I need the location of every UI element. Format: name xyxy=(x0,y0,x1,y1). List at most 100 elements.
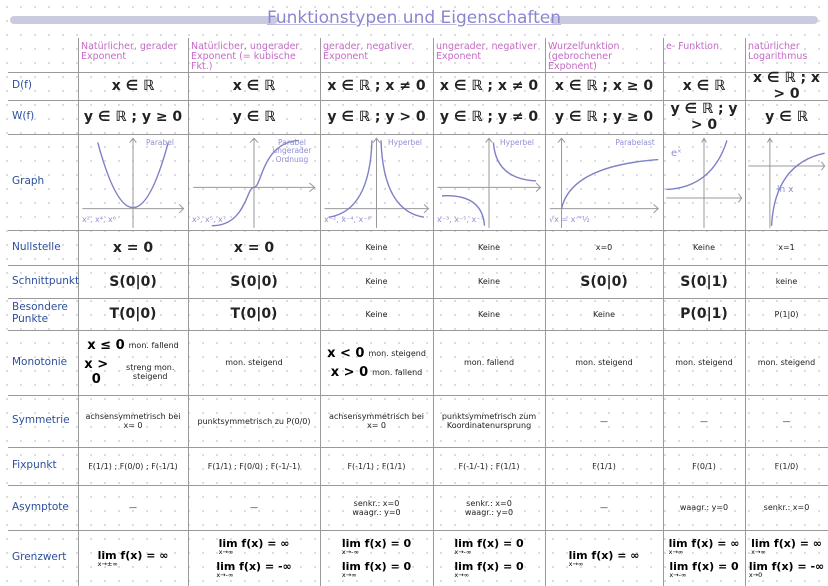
cell: lim f(x) = 0 x→-∞ lim f(x) = 0 x→∞ xyxy=(320,530,433,586)
row-line xyxy=(8,72,828,73)
limit-subscript: x→∞ xyxy=(751,548,766,556)
cell: y ∈ ℝ ; y > 0 xyxy=(320,100,433,134)
cell-text: S(0|0) xyxy=(109,273,157,290)
cell: Keine xyxy=(545,298,663,330)
graph-line xyxy=(772,153,825,226)
row-label: Nullstelle xyxy=(12,240,61,253)
cell-text: F(1/1) ; F(0/0) ; F(-1/1) xyxy=(88,461,178,471)
cell-text: Keine xyxy=(478,277,500,286)
limit-expression: lim f(x) = ∞ xyxy=(218,537,290,550)
graph-line xyxy=(325,138,429,228)
graph-powers: x³, x⁵, x⁷ xyxy=(192,215,226,225)
limit: lim f(x) = 0 x→-∞ xyxy=(454,537,523,556)
cell: Keine xyxy=(320,230,433,265)
cell-text: x ∈ ℝ xyxy=(232,78,276,94)
condition: x > 0 xyxy=(84,357,109,387)
cell-text: Keine xyxy=(478,309,500,319)
graph-line xyxy=(98,143,168,208)
cell: Hyperbel x⁻², x⁻⁴, x⁻⁶ xyxy=(320,134,433,230)
cell: y ∈ ℝ ; y ≥ 0 xyxy=(78,100,188,134)
cell: — xyxy=(188,485,320,530)
row-label: Symmetrie xyxy=(12,414,70,427)
cell-text: y ∈ ℝ ; y > 0 xyxy=(327,109,426,125)
limit: lim f(x) = ∞ x→∞ xyxy=(669,537,740,556)
graph-powers: x², x⁴, x⁶ xyxy=(82,215,116,225)
cell: Keine xyxy=(663,230,745,265)
cell: y ∈ ℝ xyxy=(188,100,320,134)
cell: F(1/1) ; F(0/0) ; F(-1/1) xyxy=(78,447,188,485)
row-line xyxy=(8,395,828,396)
limit-subscript: x→-∞ xyxy=(669,571,687,579)
graph-line xyxy=(437,138,540,228)
cell-text: mon. steigend xyxy=(575,358,633,367)
cell: punktsymmetrisch zum Koordinatenursprung xyxy=(433,395,545,447)
cell-text: Keine xyxy=(693,243,715,252)
cell: lim f(x) = ∞ x→±∞ xyxy=(78,530,188,586)
cell: P(1|0) xyxy=(745,298,828,330)
graph-powers: √x = x^½ xyxy=(549,215,590,225)
graph-powers: x⁻², x⁻⁴, x⁻⁶ xyxy=(324,215,371,225)
cell: achsensymmetrisch bei x= 0 xyxy=(78,395,188,447)
cell: x = 0 xyxy=(78,230,188,265)
graph-line xyxy=(442,196,485,226)
graph-line xyxy=(550,138,659,228)
limit: lim f(x) = ∞ x→∞ xyxy=(751,537,822,556)
limit: lim f(x) = ∞ x→∞ xyxy=(219,537,290,556)
graph xyxy=(545,134,663,230)
title-bar xyxy=(10,16,278,24)
limit-expression: lim f(x) = ∞ xyxy=(568,548,640,562)
cell: S(0|0) xyxy=(78,265,188,298)
cell-text: S(0|0) xyxy=(580,273,628,290)
cell: Parabel ungerader Ordnung x³, x⁵, x⁷ xyxy=(188,134,320,230)
cell-text: senkr.: x=0 xyxy=(353,498,400,508)
cell: mon. steigend xyxy=(545,330,663,395)
cell: Keine xyxy=(433,298,545,330)
row-line xyxy=(8,100,828,101)
limit-subscript: x→∞ xyxy=(668,548,684,556)
cell-text: achsensymmetrisch bei x= 0 xyxy=(85,412,181,430)
title-bar xyxy=(550,16,818,24)
cell-text: x = 0 xyxy=(233,239,275,256)
graph-line xyxy=(82,138,183,228)
cell-text: x ∈ ℝ xyxy=(682,78,726,94)
cell: x = 0 xyxy=(188,230,320,265)
cell-text: — xyxy=(600,503,608,512)
monotony-line: x > 0 mon. fallend xyxy=(331,365,422,380)
limit: lim f(x) = 0 x→-∞ xyxy=(342,537,411,556)
limit-expression: lim f(x) = 0 xyxy=(341,560,412,573)
cell: waagr.: y=0 xyxy=(663,485,745,530)
monotony-text: streng mon. steigend xyxy=(126,363,175,381)
limit-expression: lim f(x) = ∞ xyxy=(668,537,740,550)
cell: Keine xyxy=(433,265,545,298)
cell-text: x = 0 xyxy=(112,239,154,256)
cell: S(0|0) xyxy=(188,265,320,298)
cell-text: T(0|0) xyxy=(230,306,278,322)
cell: x ∈ ℝ ; x ≠ 0 xyxy=(320,72,433,100)
row-label: Fixpunkt xyxy=(12,459,57,472)
graph xyxy=(320,134,433,230)
column-header: ungerader, negativer Exponent xyxy=(436,41,537,62)
cell: F(1/1) xyxy=(545,447,663,485)
cell: y ∈ ℝ ; y > 0 xyxy=(663,100,745,134)
monotony-line: x < 0 mon. steigend xyxy=(327,346,426,361)
cell: mon. steigend xyxy=(745,330,828,395)
limit: lim f(x) = 0 x→-∞ xyxy=(669,560,738,579)
cell: y ∈ ℝ ; y ≠ 0 xyxy=(433,100,545,134)
graph xyxy=(78,134,188,230)
cell: lim f(x) = ∞ x→∞ lim f(x) = -∞ x→0 xyxy=(745,530,828,586)
graph-line xyxy=(562,160,659,209)
cell: x ∈ ℝ xyxy=(663,72,745,100)
cell: Keine xyxy=(320,265,433,298)
cell: Parabelast √x = x^½ xyxy=(545,134,663,230)
cell-text: mon. steigend xyxy=(757,358,816,367)
column-line xyxy=(745,38,746,586)
cell-text: F(-1/1) ; F(1/1) xyxy=(347,461,406,471)
cell-text: punktsymmetrisch zum Koordinatenursprung xyxy=(441,412,537,430)
cell: lim f(x) = ∞ x→∞ xyxy=(545,530,663,586)
cell-text: T(0|0) xyxy=(109,306,157,322)
column-line xyxy=(433,38,434,586)
cell-text: x ∈ ℝ ; x > 0 xyxy=(753,70,820,102)
cell-text: senkr.: x=0 xyxy=(466,498,512,508)
cell-text: — xyxy=(600,416,608,426)
cell: Hyperbel x⁻³, x⁻⁵, x⁻⁷ xyxy=(433,134,545,230)
